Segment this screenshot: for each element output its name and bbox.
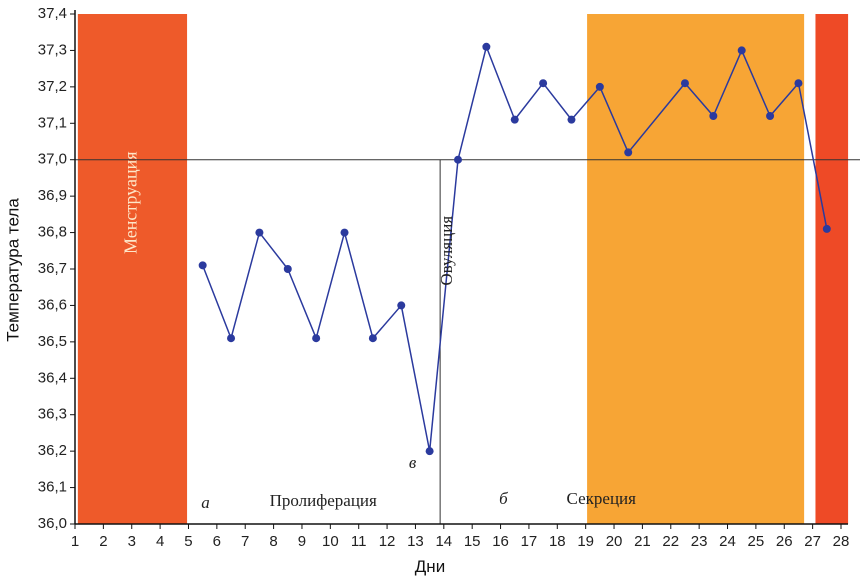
data-point [283, 265, 292, 273]
y-tick-label: 36,8 [38, 224, 67, 241]
data-point [255, 228, 264, 237]
y-tick-label: 36,0 [38, 515, 67, 532]
annotation-label: Секреция [567, 489, 637, 508]
annotation-label: б [499, 489, 508, 508]
phase-band-3 [815, 14, 849, 524]
data-point [425, 447, 434, 456]
x-tick-label: 14 [435, 533, 452, 550]
data-point [567, 115, 576, 124]
tick-labels-layer: 36,0 36,1 36,2 36,3 36,4 36,5 36,6 36,7 36,8 36,9… [38, 5, 850, 550]
y-tick-label: 37,2 [38, 78, 67, 95]
data-point [595, 82, 604, 91]
annotation-label: в [409, 453, 417, 472]
x-tick-label: 28 [833, 533, 850, 550]
y-tick-label: 36,3 [38, 406, 67, 423]
x-tick-label: 16 [492, 533, 509, 550]
axis-titles-layer: Дни Температура тела [3, 198, 445, 576]
x-tick-label: 1 [71, 533, 79, 550]
y-tick-label: 37,3 [38, 41, 67, 58]
data-point [198, 261, 207, 270]
y-tick-label: 36,4 [38, 369, 67, 386]
x-tick-label: 4 [156, 533, 164, 550]
y-tick-label: 36,5 [38, 333, 67, 350]
data-point [368, 334, 377, 343]
axes-layer [70, 10, 848, 529]
data-point [482, 42, 491, 51]
y-axis-title: Температура тела [3, 198, 22, 342]
x-tick-label: 20 [606, 533, 623, 550]
x-axis-title: Дни [415, 557, 445, 576]
x-tick-label: 12 [379, 533, 396, 550]
y-tick-label: 36,2 [38, 442, 67, 459]
x-tick-label: 2 [99, 533, 107, 550]
data-point [766, 112, 775, 120]
series-line [201, 46, 828, 452]
x-tick-label: 23 [691, 533, 708, 550]
x-tick-label: 11 [351, 533, 367, 550]
data-point [312, 334, 321, 343]
x-tick-label: 9 [298, 533, 306, 550]
x-tick-label: 25 [748, 533, 765, 550]
data-points-layer [198, 42, 831, 456]
band-label-1: Менструация [121, 151, 141, 254]
x-tick-label: 17 [521, 533, 538, 550]
y-tick-label: 36,7 [38, 260, 67, 277]
x-tick-label: 8 [269, 533, 277, 550]
x-tick-label: 5 [184, 533, 192, 550]
data-point [397, 301, 406, 310]
y-tick-label: 36,9 [38, 187, 67, 204]
x-tick-label: 19 [577, 533, 594, 550]
phase-band-1 [77, 14, 188, 524]
x-tick-label: 21 [634, 533, 651, 550]
y-tick-label: 36,1 [38, 479, 67, 496]
y-tick-label: 37,0 [38, 151, 67, 168]
annotation-label: Овуляция [437, 216, 456, 286]
annotation-label: Пролиферация [270, 491, 377, 510]
x-tick-label: 18 [549, 533, 566, 550]
phase-band-2 [587, 14, 805, 524]
bands-layer: Менструация [77, 14, 849, 524]
x-tick-label: 10 [322, 533, 339, 550]
data-point [794, 79, 803, 88]
y-tick-label: 37,4 [38, 5, 67, 22]
data-point [227, 334, 236, 343]
data-point [624, 148, 633, 157]
x-tick-label: 22 [662, 533, 679, 550]
data-point [737, 46, 746, 55]
x-tick-label: 7 [241, 533, 249, 550]
x-tick-label: 15 [464, 533, 481, 550]
x-tick-label: 3 [128, 533, 136, 550]
data-point [822, 224, 831, 233]
data-point [539, 79, 548, 88]
data-point [340, 228, 349, 237]
annotation-label: а [201, 493, 210, 512]
data-point [709, 112, 718, 120]
data-point [680, 79, 689, 88]
series-line-layer [201, 46, 828, 452]
y-tick-label: 36,6 [38, 296, 67, 313]
x-tick-label: 13 [407, 533, 424, 550]
x-tick-label: 27 [804, 533, 821, 550]
data-point [510, 115, 519, 124]
annotations-layer: Овуляция Пролиферация Секреция а б в [201, 216, 636, 512]
x-tick-label: 6 [213, 533, 221, 550]
x-tick-label: 26 [776, 533, 793, 550]
data-point [454, 155, 462, 164]
x-tick-label: 24 [719, 533, 736, 550]
y-tick-label: 37,1 [38, 114, 67, 131]
